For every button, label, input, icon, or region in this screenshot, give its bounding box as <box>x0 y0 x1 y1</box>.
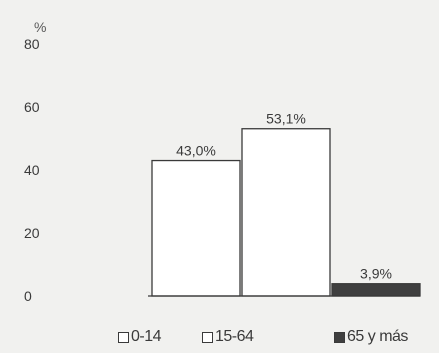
data-label: 3,9% <box>360 266 392 282</box>
bar-0-14 <box>151 159 241 297</box>
legend: 0-14 15-64 65 y más <box>0 324 439 352</box>
y-tick-label: 80 <box>24 36 40 52</box>
legend-item-65-y-mas: 65 y más <box>334 328 408 346</box>
y-tick-label: 20 <box>24 225 40 241</box>
legend-swatch-0-14 <box>118 331 129 343</box>
y-tick-label: 60 <box>24 99 40 115</box>
bar-65-y-más <box>331 283 421 297</box>
y-unit-label: % <box>34 19 46 35</box>
legend-item-0-14: 0-14 <box>118 328 162 346</box>
data-label: 53,1% <box>266 111 306 127</box>
legend-label-65-y-mas: 65 y más <box>347 328 408 345</box>
legend-item-15-64: 15-64 <box>202 328 254 346</box>
y-tick-label: 0 <box>24 288 32 304</box>
legend-label-15-64: 15-64 <box>215 328 254 345</box>
legend-label-0-14: 0-14 <box>131 328 162 345</box>
data-label: 43,0% <box>176 143 216 159</box>
bar-15-64 <box>241 128 331 297</box>
y-tick-label: 40 <box>24 162 40 178</box>
legend-swatch-15-64 <box>202 331 213 343</box>
bar-chart: % 0 20 40 60 80 43,0% 53,1% 3,9% <box>24 19 421 304</box>
legend-swatch-65-y-mas <box>334 331 345 343</box>
